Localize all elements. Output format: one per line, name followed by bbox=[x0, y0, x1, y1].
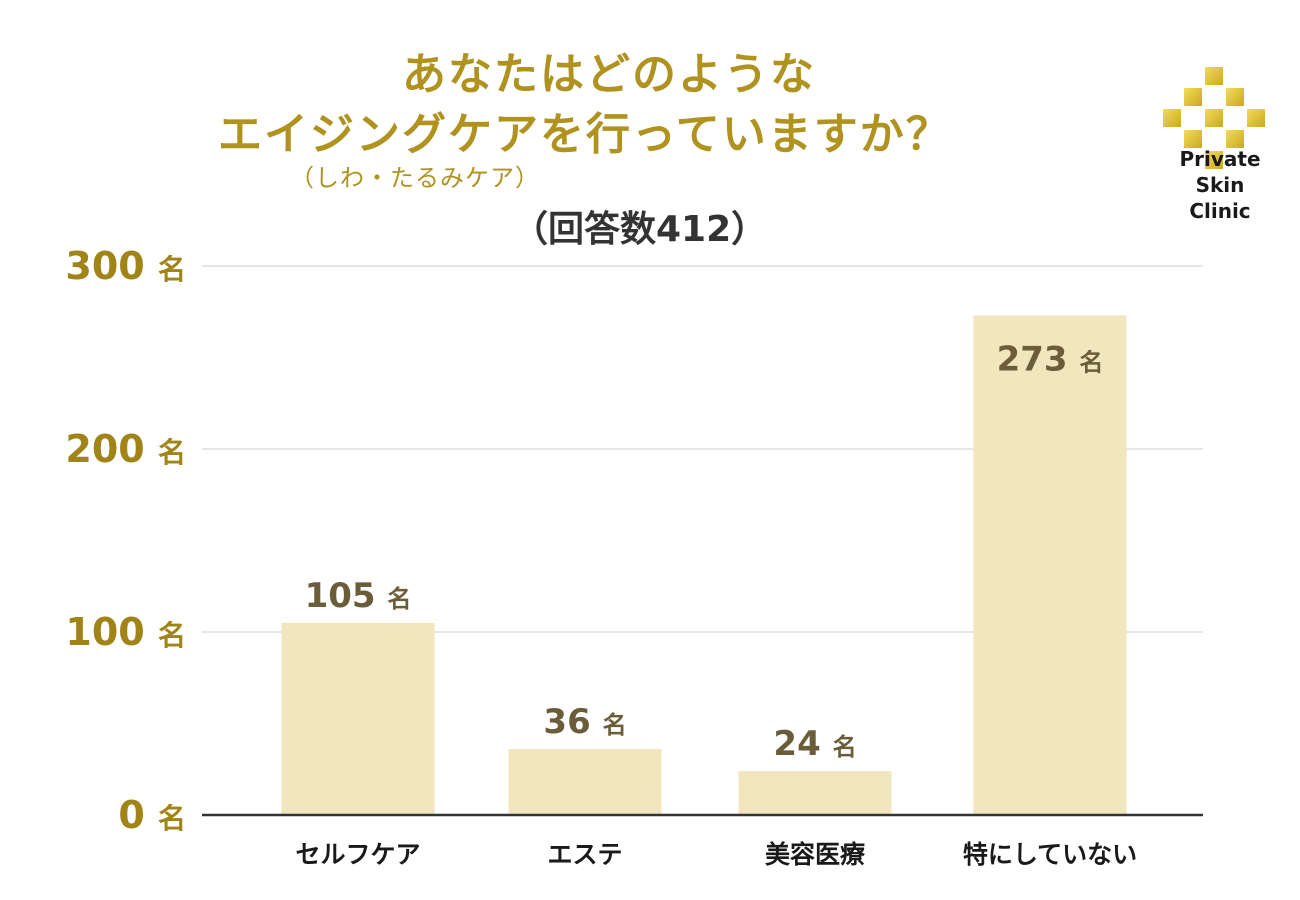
data-label: 105 名 bbox=[305, 576, 412, 616]
data-label: 24 名 bbox=[773, 724, 856, 764]
data-label: 36 名 bbox=[543, 702, 626, 742]
bar bbox=[281, 622, 435, 815]
y-tick-label: 200 名 bbox=[65, 427, 186, 471]
x-tick-label: 美容医療 bbox=[765, 840, 865, 869]
bar bbox=[738, 771, 892, 815]
clinic-logo-text: Private Skin Clinic bbox=[1150, 146, 1290, 224]
y-tick-label: 100 名 bbox=[65, 610, 186, 654]
x-tick-label: 特にしていない bbox=[963, 840, 1137, 869]
bar bbox=[973, 315, 1127, 815]
data-label: 273 名 bbox=[997, 339, 1104, 379]
bar bbox=[508, 749, 662, 815]
logo-word-1: Private bbox=[1179, 147, 1261, 171]
y-tick-label: 0 名 bbox=[118, 793, 186, 837]
y-tick-label: 300 名 bbox=[65, 244, 186, 288]
x-tick-label: セルフケア bbox=[295, 840, 420, 869]
x-tick-label: エステ bbox=[547, 840, 622, 869]
logo-word-2: Skin bbox=[1195, 173, 1245, 197]
logo-word-3: Clinic bbox=[1189, 199, 1251, 223]
clinic-logo-icon bbox=[1163, 67, 1265, 169]
